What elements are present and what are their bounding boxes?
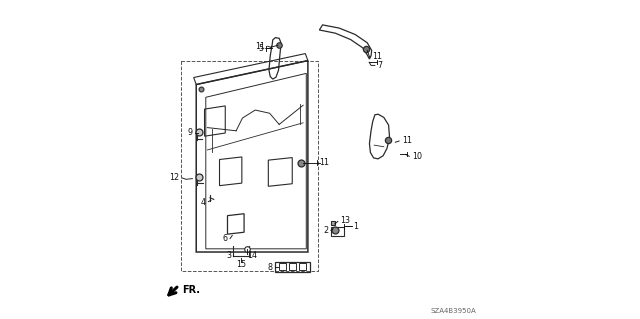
Text: 8: 8: [267, 263, 272, 272]
Text: 2: 2: [323, 226, 328, 235]
Text: 7: 7: [378, 61, 383, 70]
Bar: [300, 263, 307, 270]
Text: 11: 11: [372, 52, 381, 61]
Text: 12: 12: [170, 173, 180, 182]
Text: 11: 11: [319, 158, 330, 167]
Text: 14: 14: [247, 251, 257, 260]
Bar: [331, 227, 344, 236]
Text: FR.: FR.: [182, 285, 200, 295]
Text: 3: 3: [227, 251, 231, 260]
Bar: [289, 263, 296, 270]
Text: 6: 6: [223, 234, 227, 243]
Bar: [275, 262, 310, 272]
Text: 1: 1: [353, 222, 358, 231]
Text: 5: 5: [258, 44, 263, 53]
Text: 9: 9: [188, 128, 193, 137]
Text: 10: 10: [412, 152, 422, 161]
Text: 11: 11: [402, 136, 412, 145]
Bar: [279, 263, 286, 270]
Text: 13: 13: [340, 216, 351, 225]
Text: 15: 15: [236, 260, 246, 269]
Text: 4: 4: [201, 198, 206, 207]
Text: 11: 11: [255, 42, 265, 51]
Text: SZA4B3950A: SZA4B3950A: [431, 308, 476, 314]
